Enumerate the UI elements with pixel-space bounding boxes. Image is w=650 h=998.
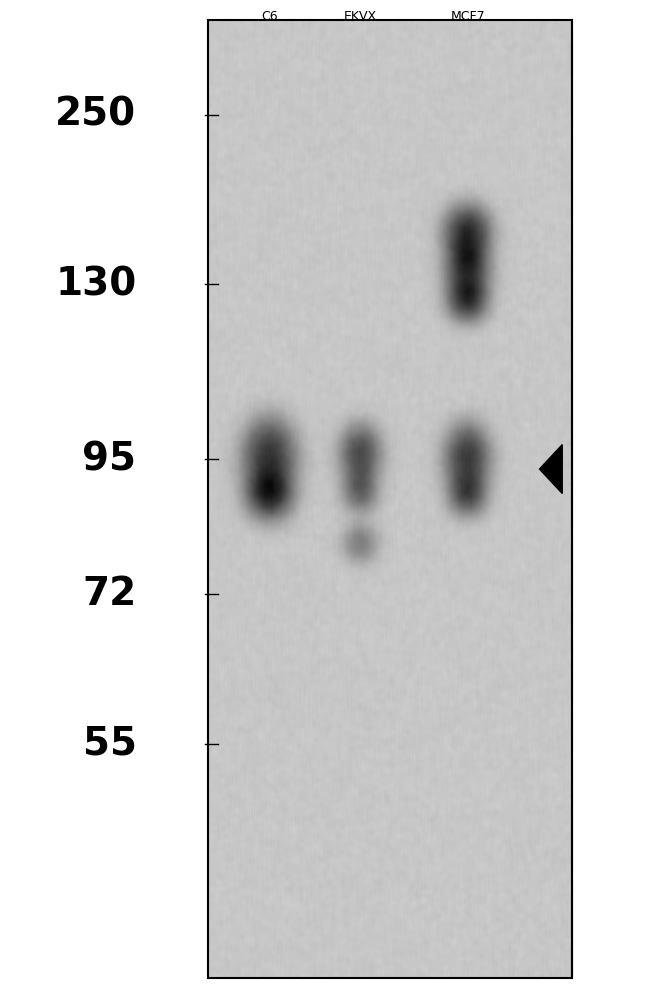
Bar: [208, 20, 572, 978]
Text: C6: C6: [261, 10, 278, 23]
Text: 250: 250: [55, 96, 136, 134]
Text: EKVX: EKVX: [344, 10, 377, 23]
Text: 55: 55: [83, 725, 136, 762]
Text: 72: 72: [83, 575, 136, 613]
Polygon shape: [540, 445, 562, 494]
Text: MCF7: MCF7: [450, 10, 486, 23]
Text: 95: 95: [83, 440, 136, 478]
Text: 130: 130: [55, 265, 136, 303]
